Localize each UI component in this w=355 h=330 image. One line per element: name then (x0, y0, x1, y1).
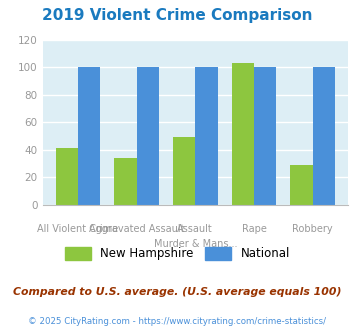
Bar (78, 67, 100, 205)
Text: Murder & Mans...: Murder & Mans... (153, 239, 237, 249)
Bar (254, 67, 276, 205)
Text: Robbery: Robbery (293, 224, 333, 234)
Bar (290, 165, 313, 205)
Bar (313, 67, 335, 205)
Text: Aggravated Assault: Aggravated Assault (89, 224, 184, 234)
Text: Assault: Assault (178, 224, 213, 234)
Text: All Violent Crime: All Violent Crime (37, 224, 119, 234)
Bar (114, 158, 137, 205)
Bar (232, 63, 254, 205)
Text: Compared to U.S. average. (U.S. average equals 100): Compared to U.S. average. (U.S. average … (13, 287, 342, 297)
Bar (173, 137, 195, 205)
Bar (137, 67, 159, 205)
Text: Rape: Rape (241, 224, 266, 234)
Bar (55, 148, 78, 205)
Legend: New Hampshire, National: New Hampshire, National (65, 247, 290, 260)
Text: © 2025 CityRating.com - https://www.cityrating.com/crime-statistics/: © 2025 CityRating.com - https://www.city… (28, 317, 327, 326)
Bar (195, 67, 218, 205)
Text: 2019 Violent Crime Comparison: 2019 Violent Crime Comparison (42, 8, 313, 23)
